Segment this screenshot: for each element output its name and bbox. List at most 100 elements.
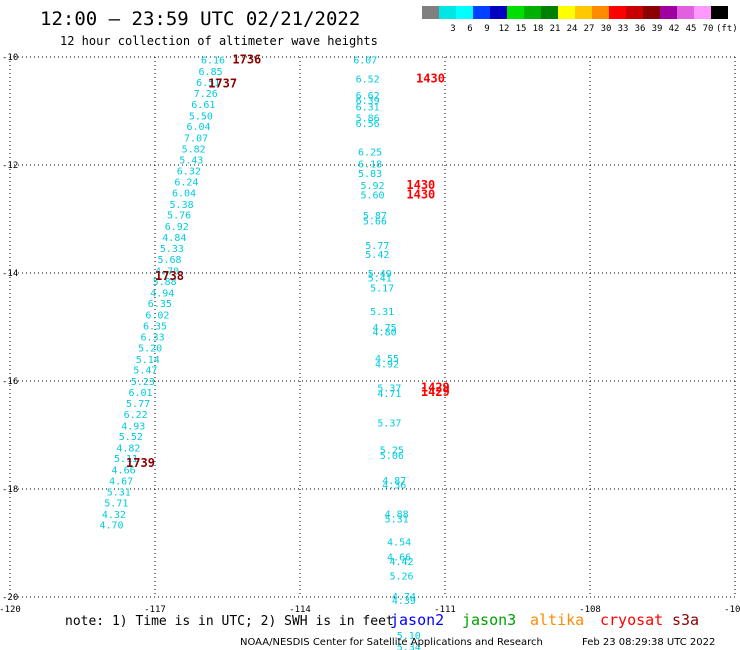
swh-value: 6.04 [186,122,210,133]
swh-value: 5.82 [182,144,206,155]
swh-value: 5.33 [160,244,184,255]
swh-value: 5.11 [114,454,138,465]
units-note: note: 1) Time is in UTC; 2) SWH is in fe… [65,614,394,629]
swh-value: 6.62 [356,91,380,102]
legend-swatch [541,6,558,19]
legend-unit: (ft) [716,24,738,34]
time-label: 1737 [208,76,237,90]
legend-swatch [626,6,643,19]
swh-value: 5.43 [179,156,203,167]
swh-value: 4.88 [385,509,409,520]
swh-value: 7.26 [194,89,218,100]
legend-swatch [643,6,660,19]
swh-value: 5.86 [356,113,380,124]
y-tick-labels: -10 -12 -14 -16 -18 -20 [2,53,18,603]
y-tick-label: -10 [2,53,18,63]
swh-value: 6.24 [174,178,198,189]
legend-swatch [422,6,439,19]
swh-value: 6.51 [196,78,220,89]
swh-value: 6.31 [356,103,380,114]
swh-value: 7.07 [184,133,208,144]
swh-value: 5.77 [126,399,150,410]
swh-value: 5.77 [365,241,389,252]
swh-value: 4.74 [392,592,416,603]
swh-value: 5.83 [358,169,382,180]
wave-height-values: 6.166.856.517.266.615.506.047.075.825.43… [99,56,420,650]
swh-value: 4.67 [109,476,133,487]
legend-swatch [592,6,609,19]
y-tick-label: -20 [2,593,18,603]
legend-swatch [575,6,592,19]
legend-label: 3 [450,24,455,34]
legend-swatch [439,6,456,19]
grid [9,56,736,598]
time-label: 1736 [232,53,261,67]
x-tick-label: -111 [434,605,456,615]
satellite-legend: jason2 jason3 altika cryosat s3a [390,611,699,629]
swh-value: 6.01 [128,388,152,399]
swh-value: 6.35 [143,321,167,332]
legend-label: 18 [533,24,544,34]
swh-value: 4.87 [382,476,406,487]
x-tick-label: -105 [724,605,740,615]
swh-value: 6.02 [145,311,169,322]
swh-value: 6.39 [356,96,380,107]
swh-value: 6.25 [358,148,382,159]
legend-label: 9 [484,24,489,34]
swh-value: 5.31 [385,515,409,526]
swh-value: 6.52 [356,75,380,86]
swh-value: 5.52 [119,432,143,443]
swh-value: 5.88 [153,277,177,288]
time-label: 1429 [421,380,450,394]
swh-value: 4.66 [112,466,136,477]
swh-value: 6.92 [165,222,189,233]
swh-value: 5.17 [370,284,394,295]
swh-value: 4.94 [150,288,174,299]
swh-value: 6.33 [141,333,165,344]
time-label: 1739 [126,456,155,470]
swh-value: 5.26 [389,571,413,582]
swh-value: 4.54 [387,537,411,548]
swh-value: 4.82 [116,443,140,454]
swh-value: 6.85 [199,67,223,78]
legend-label: 21 [550,24,561,34]
x-tick-label: -108 [579,605,601,615]
swh-value: 4.71 [377,389,401,400]
time-label: 1738 [155,269,184,283]
legend-label: 24 [567,24,578,34]
swh-value: 5.14 [136,355,160,366]
swh-value: 5.71 [104,499,128,510]
satellite-name: altika [530,611,584,629]
legend-label: 42 [669,24,680,34]
y-tick-label: -16 [2,377,18,387]
swh-value: 6.56 [356,119,380,130]
time-label: 1430 [406,178,435,192]
satellite-name: jason3 [462,611,516,629]
satellite-name: cryosat [600,611,663,629]
legend-label: 30 [601,24,612,34]
swh-value: 5.25 [380,446,404,457]
legend-label: 12 [499,24,510,34]
swh-value: 5.31 [370,307,394,318]
legend-swatch [677,6,694,19]
swh-value: 5.31 [107,488,131,499]
chart-subtitle: 12 hour collection of altimeter wave hei… [60,34,378,48]
swh-value: 5.66 [363,217,387,228]
time-label: 1430 [406,188,435,202]
satellite-name: jason2 [390,611,444,629]
legend-swatch [490,6,507,19]
legend-label: 15 [516,24,527,34]
legend-label: 27 [584,24,595,34]
time-labels: 1736173717381739143014301430142914291428… [126,53,450,470]
swh-value: 4.39 [392,596,416,607]
swh-value: 5.49 [368,269,392,280]
swh-value: 4.92 [375,360,399,371]
swh-value: 4.70 [155,266,179,277]
swh-value: 5.50 [189,111,213,122]
swh-value: 4.75 [373,323,397,334]
legend-swatch [473,6,490,19]
swh-value: 5.68 [157,255,181,266]
swh-value: 5.47 [133,366,157,377]
x-tick-label: -114 [289,605,311,615]
